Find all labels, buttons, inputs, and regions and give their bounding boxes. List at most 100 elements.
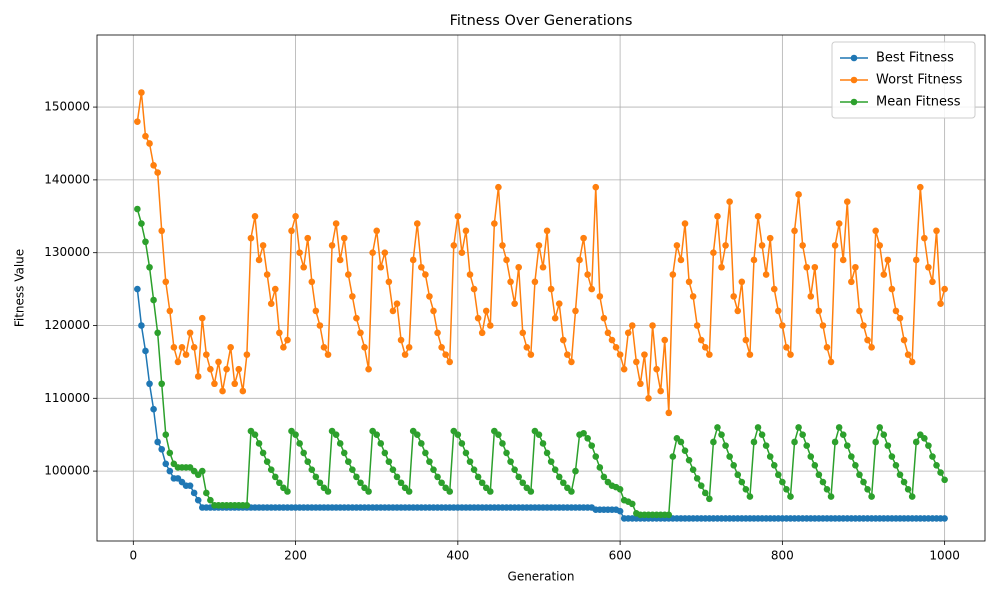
marker	[543, 227, 551, 235]
marker	[884, 442, 892, 449]
marker	[892, 307, 900, 315]
marker	[170, 344, 178, 351]
marker	[255, 440, 263, 447]
marker	[827, 493, 835, 500]
marker	[134, 118, 141, 125]
marker	[539, 440, 547, 447]
marker	[738, 478, 746, 486]
marker	[385, 458, 393, 465]
marker	[150, 405, 157, 413]
marker	[328, 242, 336, 249]
marker	[835, 220, 843, 227]
marker	[848, 278, 855, 286]
marker	[742, 336, 750, 344]
marker	[527, 351, 535, 358]
marker	[138, 220, 145, 227]
marker	[681, 447, 689, 455]
marker	[154, 169, 161, 176]
marker	[466, 458, 474, 465]
marker	[369, 249, 376, 256]
marker	[856, 307, 863, 315]
marker	[389, 466, 397, 473]
marker	[251, 431, 259, 439]
marker	[921, 234, 928, 242]
marker	[280, 344, 287, 351]
marker	[418, 263, 425, 271]
legend-label: Mean Fitness	[876, 95, 961, 110]
marker	[531, 278, 539, 286]
marker	[787, 493, 794, 500]
marker	[499, 242, 506, 249]
marker	[612, 344, 620, 351]
marker	[486, 488, 494, 495]
marker	[154, 438, 161, 446]
marker	[503, 256, 510, 264]
marker	[182, 351, 190, 358]
marker	[860, 478, 867, 486]
marker	[912, 438, 920, 446]
marker	[308, 466, 316, 473]
marker	[413, 220, 421, 227]
marker	[937, 300, 944, 307]
marker	[592, 183, 600, 191]
marker	[300, 449, 307, 457]
marker	[880, 271, 888, 278]
marker	[628, 322, 636, 329]
marker	[921, 435, 928, 442]
marker	[568, 358, 575, 366]
marker	[215, 358, 222, 366]
marker	[142, 238, 149, 246]
marker	[300, 263, 307, 271]
marker	[361, 344, 368, 351]
marker	[754, 212, 762, 220]
marker	[864, 336, 871, 344]
marker	[604, 329, 612, 337]
marker	[912, 256, 920, 264]
plot-frame	[96, 34, 986, 542]
marker	[495, 431, 502, 439]
marker	[495, 183, 502, 191]
marker	[438, 344, 445, 351]
marker	[519, 479, 527, 487]
marker	[876, 242, 884, 249]
marker	[186, 482, 194, 489]
marker	[166, 467, 174, 475]
marker	[227, 344, 234, 351]
y-tick-label: 140000	[44, 172, 90, 186]
marker	[852, 263, 859, 271]
marker	[576, 256, 583, 264]
marker	[507, 458, 514, 465]
marker	[535, 431, 543, 439]
marker	[904, 486, 912, 493]
marker	[430, 307, 437, 315]
marker	[397, 479, 405, 487]
marker	[779, 478, 786, 486]
marker	[933, 227, 940, 235]
marker	[345, 458, 352, 465]
marker	[766, 453, 774, 460]
marker	[539, 263, 547, 271]
marker	[547, 285, 555, 293]
marker	[478, 479, 486, 487]
marker	[600, 473, 608, 481]
marker	[292, 431, 299, 439]
marker	[134, 205, 141, 213]
marker	[673, 242, 681, 249]
marker	[933, 461, 940, 469]
marker	[835, 424, 843, 431]
marker	[872, 438, 879, 446]
marker	[304, 458, 312, 465]
marker	[551, 314, 559, 322]
marker	[418, 440, 425, 447]
marker	[750, 438, 758, 446]
marker	[365, 365, 372, 373]
marker	[336, 440, 344, 447]
marker	[515, 263, 522, 271]
marker	[470, 466, 478, 473]
marker	[831, 438, 839, 446]
marker	[482, 307, 490, 315]
marker	[393, 473, 401, 481]
marker	[353, 314, 360, 322]
marker	[738, 278, 746, 286]
